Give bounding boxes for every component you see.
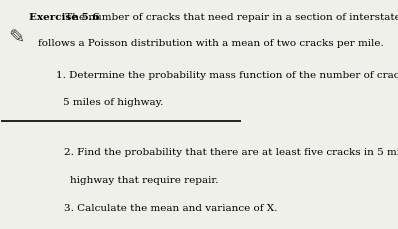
Text: highway that require repair.: highway that require repair. [70,176,219,185]
Text: 2. Find the probability that there are at least five cracks in 5 miles of: 2. Find the probability that there are a… [64,148,398,157]
Text: 1. Determine the probability mass function of the number of cracks (X) in: 1. Determine the probability mass functi… [57,70,398,79]
Text: Exercise 5.6: Exercise 5.6 [29,13,100,22]
Text: follows a Poisson distribution with a mean of two cracks per mile.: follows a Poisson distribution with a me… [39,39,384,48]
Text: The number of cracks that need repair in a section of interstate highway: The number of cracks that need repair in… [62,13,398,22]
Text: 3. Calculate the mean and variance of X.: 3. Calculate the mean and variance of X. [64,204,277,213]
Text: ✎: ✎ [9,29,25,48]
Text: 5 miles of highway.: 5 miles of highway. [63,98,163,106]
